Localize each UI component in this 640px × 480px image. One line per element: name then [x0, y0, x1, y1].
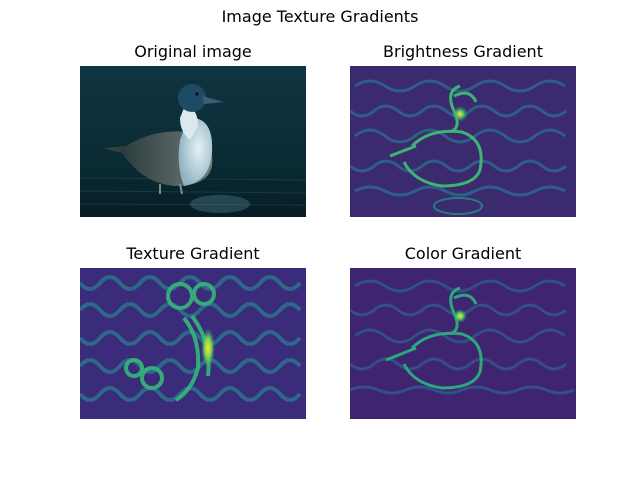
duck-photo-icon: [80, 66, 306, 217]
panel-texture-gradient: [80, 268, 306, 419]
color-gradient-map-icon: [350, 268, 576, 419]
panel-title-texture: Texture Gradient: [126, 244, 260, 263]
figure-title: Image Texture Gradients: [221, 7, 419, 26]
panel-color-gradient: [350, 268, 576, 419]
panel-title-color: Color Gradient: [404, 244, 522, 263]
panel-original-image: [80, 66, 306, 217]
brightness-gradient-map-icon: [350, 66, 576, 217]
panel-title-original: Original image: [134, 42, 252, 61]
panel-title-brightness: Brightness Gradient: [383, 42, 543, 61]
texture-gradient-map-icon: [80, 268, 306, 419]
panel-brightness-gradient: [350, 66, 576, 217]
